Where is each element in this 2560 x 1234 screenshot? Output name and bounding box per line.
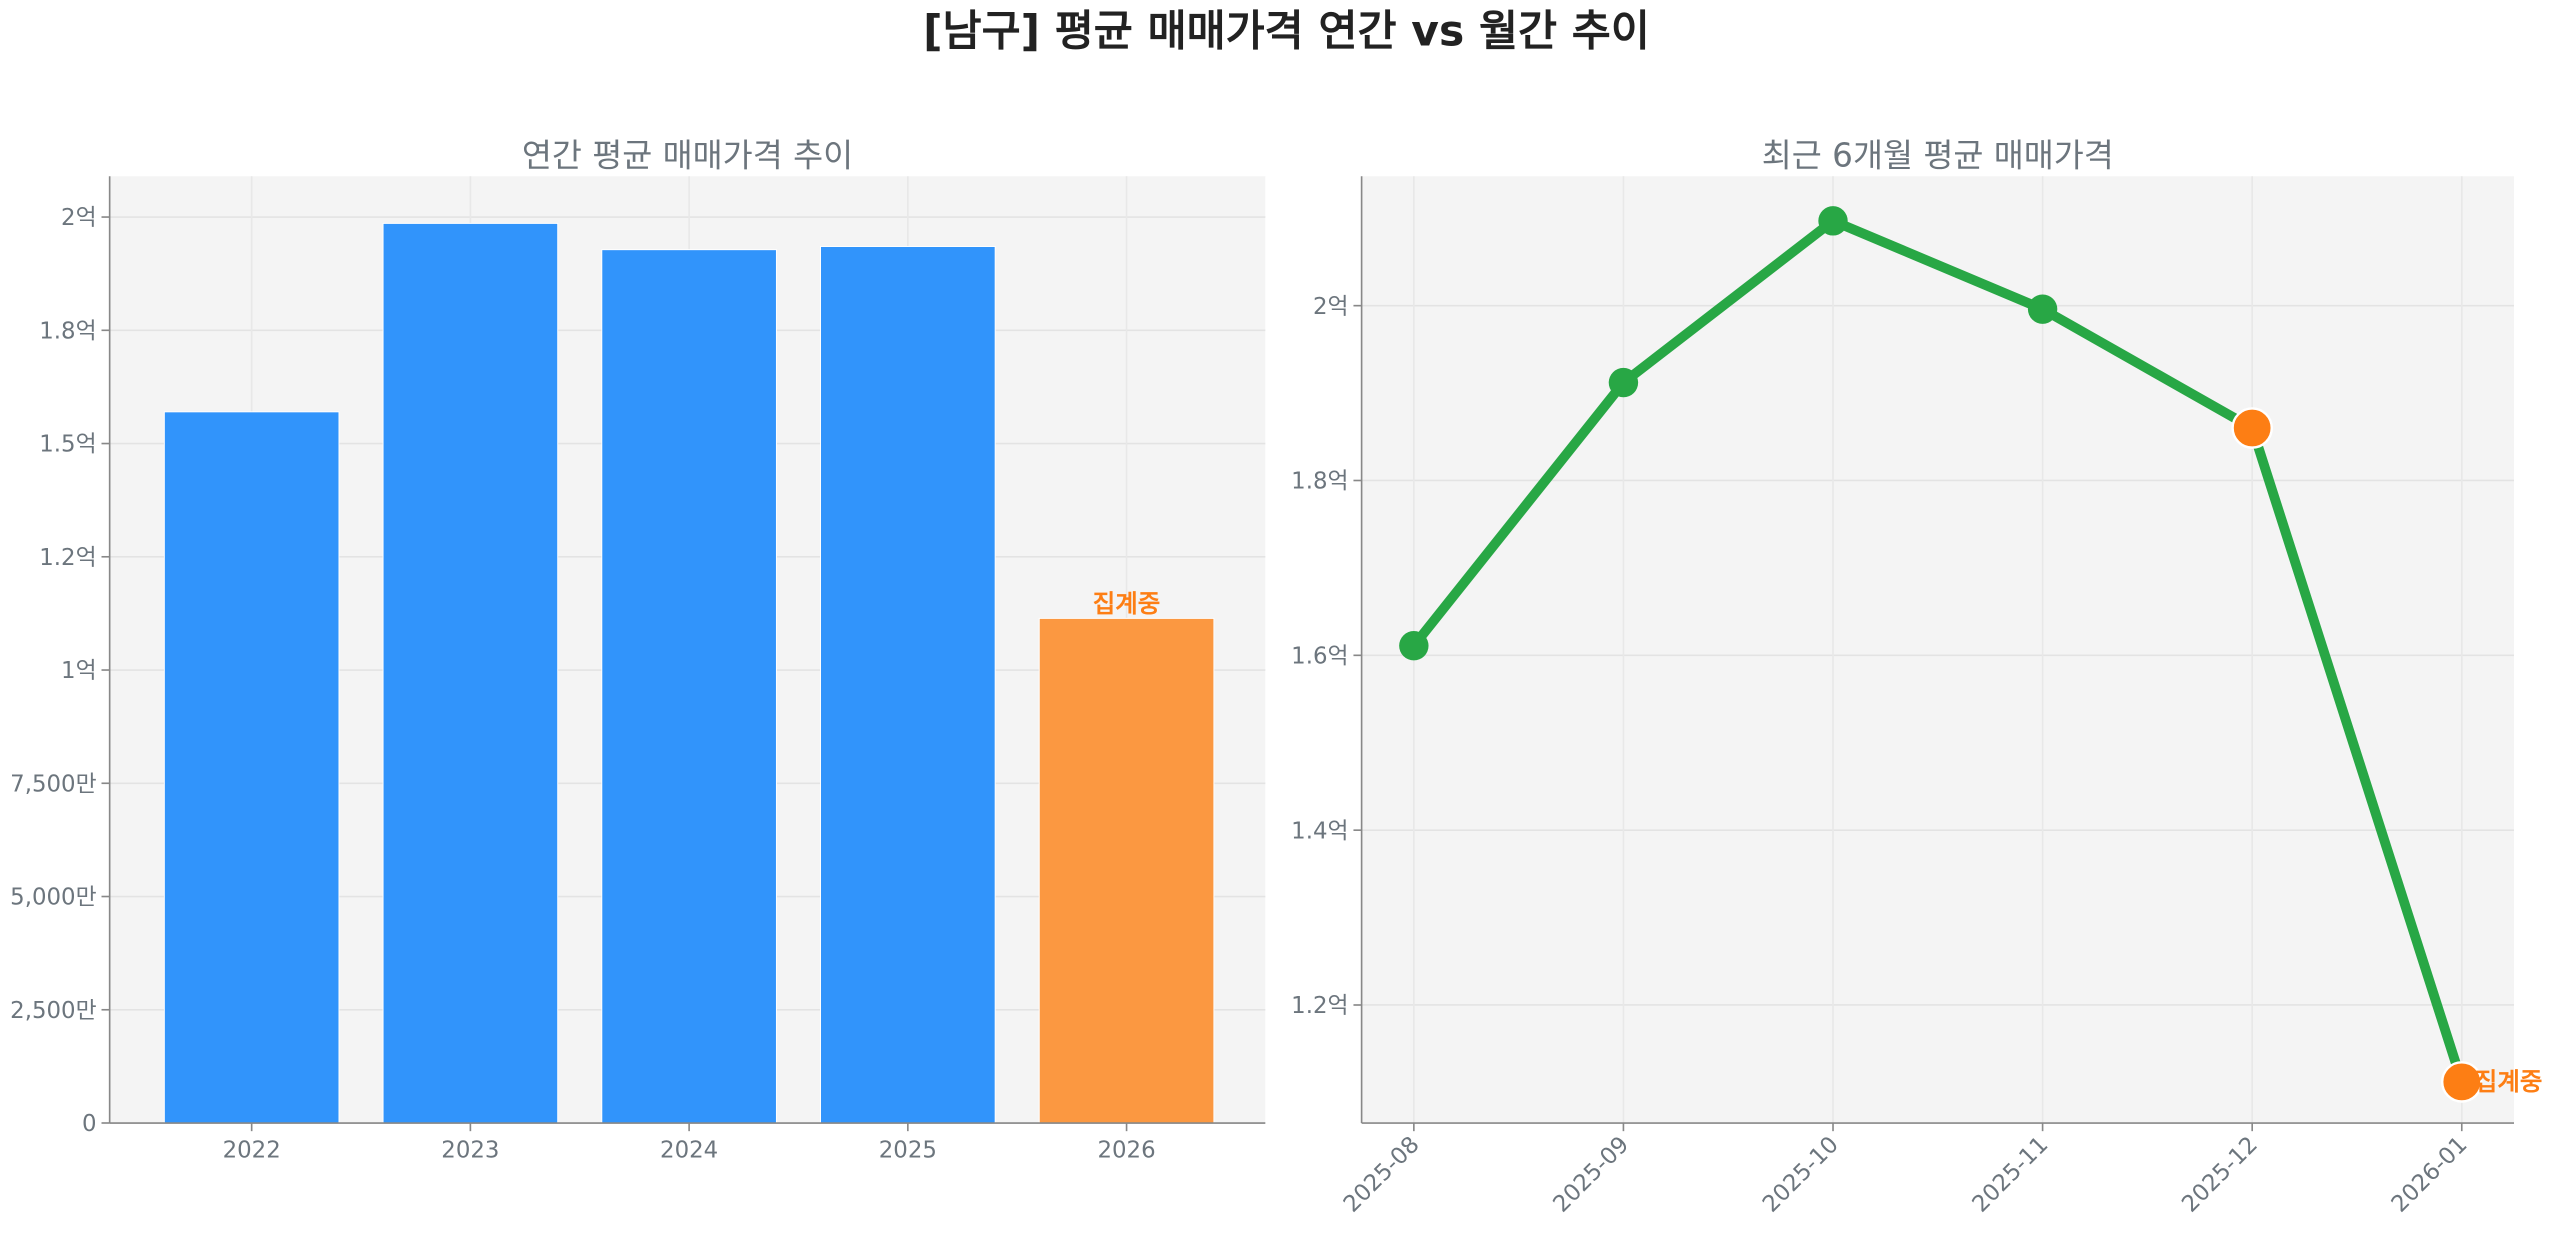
y-tick-label: 1.2억 xyxy=(1291,993,1348,1019)
y-tick-label: 1억 xyxy=(61,658,97,684)
bar-2026 xyxy=(1038,617,1215,1124)
bar-2022 xyxy=(163,411,340,1124)
y-tick-label: 1.5억 xyxy=(39,432,96,458)
y-tick-label: 0 xyxy=(82,1111,97,1137)
annual-chart-title: 연간 평균 매매가격 추이 xyxy=(522,136,853,174)
data-point-2025-10 xyxy=(1818,206,1848,236)
data-point-2026-01 xyxy=(2440,1061,2483,1103)
x-tick-label: 2024 xyxy=(660,1137,718,1163)
x-tick-label: 2022 xyxy=(223,1137,281,1163)
partial-label: 집계중 xyxy=(2475,1067,2543,1096)
y-tick-label: 7,500만 xyxy=(10,771,96,797)
data-point-2025-09 xyxy=(1608,367,1639,398)
y-tick-label: 1.8억 xyxy=(39,318,96,344)
x-tick-label: 2025-08 xyxy=(1339,1132,1425,1218)
x-tick-label: 2025-10 xyxy=(1758,1132,1844,1218)
data-point-2025-11 xyxy=(2027,294,2058,324)
x-tick-label: 2026-01 xyxy=(2387,1132,2473,1218)
x-tick-label: 2025-12 xyxy=(2177,1132,2263,1218)
y-tick-label: 2,500만 xyxy=(10,998,96,1024)
bar-2024 xyxy=(601,249,777,1124)
x-tick-label: 2023 xyxy=(441,1137,499,1163)
bar-2025 xyxy=(820,246,996,1124)
y-tick-label: 1.4억 xyxy=(1291,818,1348,844)
x-tick-label: 2026 xyxy=(1097,1137,1155,1163)
partial-label: 집계중 xyxy=(1093,589,1161,618)
monthly-chart-title: 최근 6개월 평균 매매가격 xyxy=(1762,136,2114,174)
annual-bar-chart: 연간 평균 매매가격 추이 0 2,500만 5,000만 7,500만 1억 1.2억 1… xyxy=(10,136,1266,1163)
y-tick-label: 1.2억 xyxy=(39,545,96,571)
y-tick-label: 2억 xyxy=(1313,294,1349,320)
figure-title: [남구] 평균 매매가격 연간 vs 월간 추이 xyxy=(923,8,1650,57)
y-tick-label: 1.6억 xyxy=(1291,643,1348,669)
y-tick-label: 2억 xyxy=(61,205,97,231)
plot-area xyxy=(1361,176,2514,1124)
series-line xyxy=(1410,215,2467,1084)
y-tick-label: 1.8억 xyxy=(1291,469,1348,495)
bar-2023 xyxy=(382,222,559,1124)
data-point-2025-12 xyxy=(2231,407,2273,449)
x-tick-label: 2025-09 xyxy=(1548,1132,1634,1218)
monthly-line-chart: 최근 6개월 평균 매매가격 1.2억 1.4억 1.6억 1.8억 2억 2025-08… xyxy=(1291,136,2542,1217)
x-tick-label: 2025-11 xyxy=(1967,1132,2053,1218)
y-tick-label: 5,000만 xyxy=(10,885,96,911)
x-tick-label: 2025 xyxy=(879,1137,937,1163)
data-point-2025-08 xyxy=(1399,631,1429,661)
